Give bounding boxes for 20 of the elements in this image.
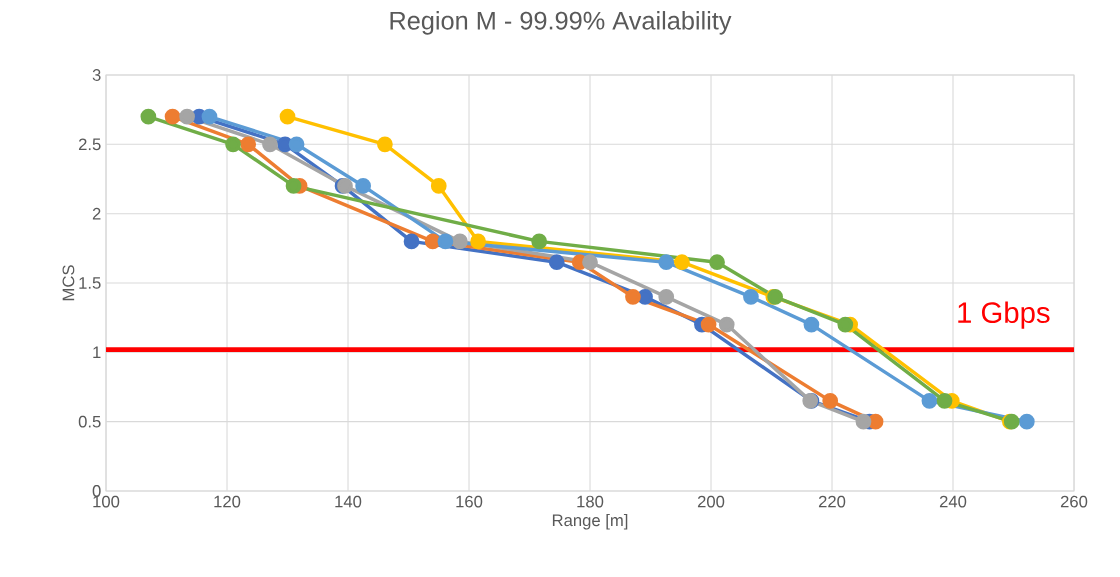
y-tick-label: 2	[92, 207, 101, 220]
x-tick-label: 120	[214, 495, 241, 508]
x-tick-label: 240	[939, 495, 967, 508]
x-tick-label: 100	[93, 495, 120, 508]
y-tick-label: 0	[92, 485, 101, 497]
x-tick-label: 180	[577, 495, 604, 508]
y-tick-label: 2.5	[78, 138, 101, 151]
x-tick-label: 200	[697, 495, 725, 508]
chart-title: Region M - 99.99% Availability	[390, 11, 732, 35]
x-tick-label: 260	[1060, 495, 1088, 508]
x-tick-label: 160	[456, 495, 483, 508]
x-tick-label: 140	[335, 495, 362, 508]
x-axis-title: Range [m]	[552, 513, 628, 530]
y-tick-label: 1.5	[79, 277, 101, 289]
ref-line-label: 1 Gbps	[958, 301, 1050, 329]
x-tick-label: 220	[818, 495, 846, 508]
y-tick-label: 0.5	[78, 415, 101, 428]
y-tick-label: 1	[93, 346, 101, 359]
y-axis-title: MCS	[62, 265, 75, 301]
y-tick-label: 3	[92, 69, 101, 81]
